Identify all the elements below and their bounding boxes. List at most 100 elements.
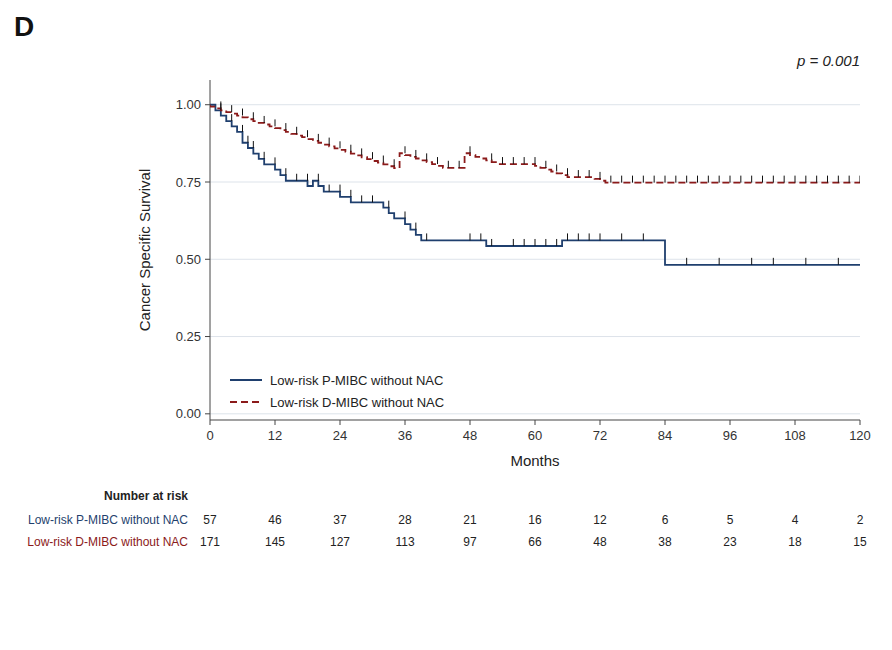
y-tick — [205, 104, 210, 105]
y-tick — [205, 182, 210, 183]
at-risk-value: 15 — [853, 535, 867, 549]
at-risk-value: 145 — [265, 535, 285, 549]
censor-mark — [740, 176, 741, 183]
censor-mark — [795, 176, 796, 183]
censor-mark — [361, 195, 362, 202]
at-risk-value: 97 — [463, 535, 477, 549]
censor-mark — [220, 101, 221, 108]
x-tick-label: 24 — [333, 428, 347, 443]
x-tick — [275, 420, 276, 425]
at-risk-value: 28 — [398, 513, 412, 527]
censor-mark — [350, 190, 351, 197]
censor-mark — [589, 170, 590, 177]
at-risk-header: Number at risk — [104, 489, 188, 503]
censor-mark — [719, 176, 720, 183]
censor-mark — [329, 138, 330, 145]
censor-mark — [621, 233, 622, 240]
at-risk-value: 46 — [268, 513, 282, 527]
survival-curve — [210, 105, 860, 265]
censor-mark — [535, 239, 536, 246]
censor-mark — [860, 176, 861, 183]
censor-mark — [578, 170, 579, 177]
censor-mark — [470, 146, 471, 153]
censor-mark — [513, 239, 514, 246]
censor-mark — [318, 174, 319, 181]
censor-mark — [426, 153, 427, 160]
censor-mark — [784, 176, 785, 183]
censor-mark — [849, 176, 850, 183]
annotation: p = 0.001 — [796, 52, 860, 69]
censor-mark — [253, 112, 254, 119]
at-risk-row-label: Low-risk P-MIBC without NAC — [28, 513, 188, 527]
censor-mark — [437, 157, 438, 164]
censor-mark — [405, 211, 406, 218]
censor-mark — [556, 239, 557, 246]
grid-line — [210, 259, 860, 260]
censor-mark — [535, 157, 536, 164]
grid — [210, 105, 860, 414]
legend-label: Low-risk P-MIBC without NAC — [270, 373, 443, 388]
censor-mark — [545, 161, 546, 168]
at-risk-value: 2 — [857, 513, 864, 527]
x-tick — [535, 420, 536, 425]
x-tick — [860, 420, 861, 425]
legend: Low-risk P-MIBC without NAC Low-risk D-MI… — [230, 373, 444, 410]
title: D — [14, 11, 34, 42]
censor-mark — [491, 153, 492, 160]
y-tick-label: 0.75 — [176, 175, 201, 190]
at-risk-value: 12 — [593, 513, 607, 527]
y-tick — [205, 336, 210, 337]
censor-mark — [805, 258, 806, 265]
censor-mark — [838, 176, 839, 183]
y-tick-label: 0.25 — [176, 329, 201, 344]
censor-mark — [372, 195, 373, 202]
legend-label: Low-risk D-MIBC without NAC — [270, 395, 444, 410]
censor-mark — [405, 146, 406, 153]
censor-mark — [643, 176, 644, 183]
censor-mark — [665, 176, 666, 183]
censor-mark — [415, 150, 416, 157]
censor-mark — [480, 233, 481, 240]
censor-mark — [567, 233, 568, 240]
at-risk-value: 127 — [330, 535, 350, 549]
censor-mark — [686, 258, 687, 265]
censor-mark — [247, 136, 248, 143]
at-risk-value: 38 — [658, 535, 672, 549]
censor-mark — [264, 116, 265, 123]
censor-mark — [513, 157, 514, 164]
censor-mark — [275, 119, 276, 126]
censor-mark — [730, 176, 731, 183]
x-axis-label: Months — [510, 452, 559, 469]
censor-mark — [578, 233, 579, 240]
at-risk-value: 171 — [200, 535, 220, 549]
at-risk-value: 4 — [792, 513, 799, 527]
censor-mark — [340, 141, 341, 148]
y-axis-line — [210, 80, 211, 420]
censor-mark — [545, 239, 546, 246]
censor-mark — [426, 233, 427, 240]
censor-mark — [556, 164, 557, 171]
censor-mark — [751, 258, 752, 265]
censor-mark — [643, 233, 644, 240]
at-risk-table: Number at risk Low-risk P-MIBC without NA… — [27, 489, 867, 549]
censor-mark — [827, 176, 828, 183]
x-tick — [340, 420, 341, 425]
at-risk-value: 21 — [463, 513, 477, 527]
censor-mark — [751, 176, 752, 183]
censor-mark — [296, 174, 297, 181]
censor-mark — [361, 148, 362, 155]
censor-mark — [632, 176, 633, 183]
censor-mark — [318, 134, 319, 141]
at-risk-value: 66 — [528, 535, 542, 549]
legend-swatch — [230, 379, 262, 381]
censor-mark — [654, 176, 655, 183]
censor-mark — [231, 114, 232, 121]
at-risk-value: 57 — [203, 513, 217, 527]
at-risk-value: 18 — [788, 535, 802, 549]
y-tick — [205, 413, 210, 414]
x-tick — [470, 420, 471, 425]
y-tick-label: 0.00 — [176, 406, 201, 421]
censor-mark — [589, 233, 590, 240]
censor-mark — [307, 174, 308, 181]
x-tick-label: 120 — [849, 428, 871, 443]
